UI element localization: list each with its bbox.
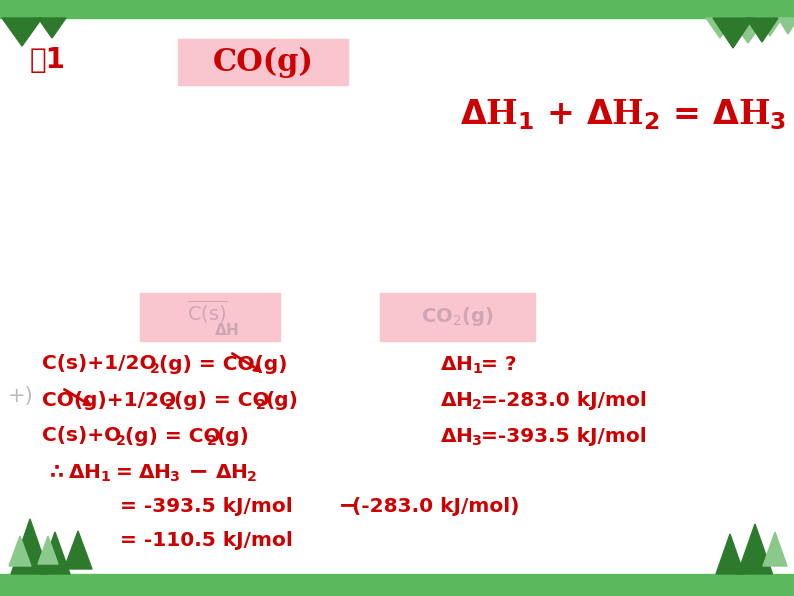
Text: $\overline{\mathrm{C(s)}}$: $\overline{\mathrm{C(s)}}$: [187, 298, 228, 325]
Polygon shape: [713, 18, 753, 48]
Text: CO(g)+1/2O: CO(g)+1/2O: [42, 390, 176, 409]
Text: (g): (g): [265, 390, 298, 409]
Polygon shape: [64, 531, 92, 569]
Bar: [140, 293, 280, 341]
Text: $\mathbf{\Delta}$H: $\mathbf{\Delta}$H: [215, 462, 248, 482]
Text: C(s)+O: C(s)+O: [42, 427, 121, 445]
Bar: [178, 39, 348, 85]
Text: −: −: [330, 494, 359, 518]
Bar: [0, 0, 794, 18]
Text: 2: 2: [247, 470, 257, 484]
Text: +): +): [8, 386, 34, 406]
Text: = -393.5 kJ/mol: = -393.5 kJ/mol: [120, 496, 293, 516]
Polygon shape: [2, 18, 42, 46]
Text: = ?: = ?: [481, 355, 517, 374]
Text: 例1: 例1: [30, 46, 66, 74]
Polygon shape: [746, 18, 778, 42]
Text: (g) = CO(g): (g) = CO(g): [159, 355, 287, 374]
Text: (g): (g): [216, 427, 249, 445]
Polygon shape: [758, 18, 782, 36]
Text: $\mathbf{\Delta}$H$_\mathbf{1}$ + $\mathbf{\Delta}$H$_\mathbf{2}$ = $\mathbf{\De: $\mathbf{\Delta}$H$_\mathbf{1}$ + $\math…: [460, 98, 786, 132]
Text: CO(g): CO(g): [213, 46, 314, 77]
Polygon shape: [40, 532, 70, 574]
Polygon shape: [706, 18, 734, 38]
Text: $\mathregular{\Delta}$H: $\mathregular{\Delta}$H: [214, 322, 239, 339]
Text: (-283.0 kJ/mol): (-283.0 kJ/mol): [352, 496, 519, 516]
Text: 2: 2: [150, 362, 160, 376]
Text: 2: 2: [165, 398, 175, 412]
Text: $\mathbf{\Delta}$H: $\mathbf{\Delta}$H: [138, 462, 171, 482]
Text: $\mathbf{\Delta}$H: $\mathbf{\Delta}$H: [440, 390, 472, 409]
Text: $\mathbf{\Delta}$H: $\mathbf{\Delta}$H: [440, 355, 472, 374]
Text: (g) = CO: (g) = CO: [125, 427, 221, 445]
Text: ∴: ∴: [50, 462, 64, 482]
Bar: [380, 293, 535, 341]
Polygon shape: [763, 532, 787, 566]
Polygon shape: [11, 519, 49, 574]
Text: $\mathbf{\Delta}$H: $\mathbf{\Delta}$H: [68, 462, 101, 482]
Text: CO$_2$(g): CO$_2$(g): [422, 306, 494, 328]
Text: =: =: [109, 462, 140, 482]
Text: 3: 3: [472, 434, 482, 448]
Text: =-283.0 kJ/mol: =-283.0 kJ/mol: [481, 390, 647, 409]
Polygon shape: [9, 536, 31, 566]
Polygon shape: [38, 536, 58, 564]
Text: 2: 2: [207, 434, 217, 448]
Text: C(s)+1/2O: C(s)+1/2O: [42, 355, 156, 374]
Polygon shape: [38, 18, 66, 38]
Polygon shape: [778, 18, 794, 34]
Text: 3: 3: [170, 470, 180, 484]
Text: 2: 2: [472, 398, 482, 412]
Text: (g) = CO: (g) = CO: [174, 390, 270, 409]
Text: 1: 1: [472, 362, 482, 376]
Text: $\mathbf{\Delta}$H: $\mathbf{\Delta}$H: [440, 427, 472, 445]
Polygon shape: [730, 18, 766, 43]
Text: 1: 1: [100, 470, 110, 484]
Text: 2: 2: [256, 398, 266, 412]
Text: =-393.5 kJ/mol: =-393.5 kJ/mol: [481, 427, 647, 445]
Text: 2: 2: [116, 434, 126, 448]
Polygon shape: [738, 524, 773, 574]
Bar: [0, 574, 794, 596]
Text: = -110.5 kJ/mol: = -110.5 kJ/mol: [120, 530, 293, 550]
Text: −: −: [180, 460, 218, 484]
Polygon shape: [716, 534, 744, 574]
